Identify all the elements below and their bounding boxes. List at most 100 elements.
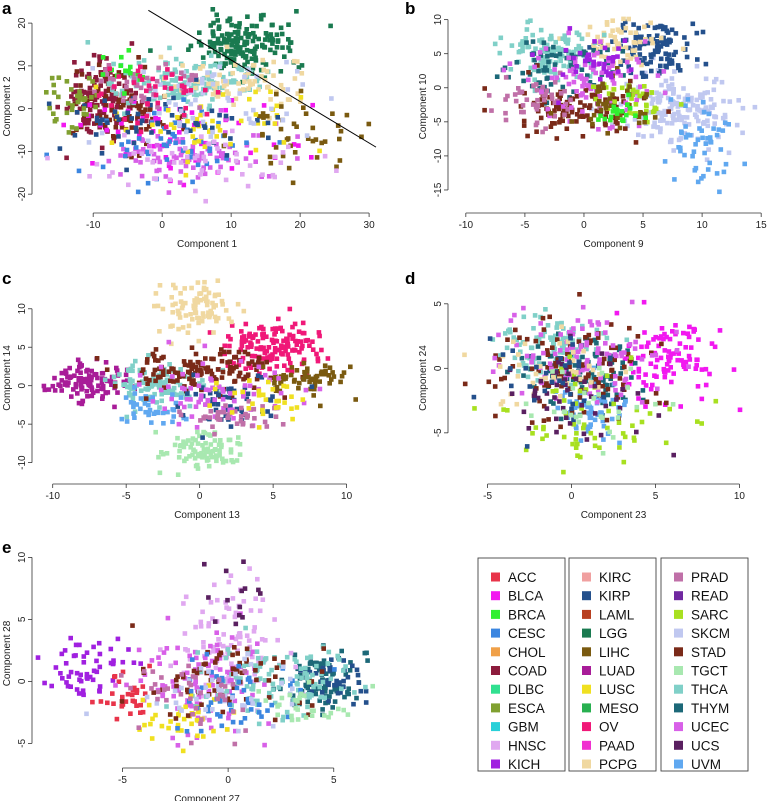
data-point: [166, 86, 171, 92]
data-point: [188, 101, 194, 107]
data-point: [276, 376, 281, 381]
data-point: [560, 104, 566, 109]
data-point: [251, 133, 256, 138]
data-point: [599, 351, 605, 356]
data-point: [610, 39, 615, 44]
data-point: [329, 657, 334, 662]
data-point: [301, 400, 307, 406]
data-point: [113, 91, 119, 96]
data-point: [164, 697, 169, 703]
data-point: [536, 80, 542, 85]
data-point: [534, 107, 540, 112]
data-point: [156, 358, 161, 363]
data-point: [143, 376, 149, 381]
data-point: [602, 32, 607, 38]
data-point: [129, 93, 134, 98]
data-point: [284, 59, 289, 65]
data-point: [230, 719, 236, 725]
data-point: [248, 608, 254, 613]
data-point: [554, 325, 559, 330]
data-point: [229, 116, 235, 121]
data-point: [561, 398, 567, 403]
data-point: [292, 377, 297, 383]
data-point: [520, 103, 526, 108]
data-point: [557, 394, 563, 399]
data-point: [150, 669, 156, 674]
data-point: [138, 129, 144, 135]
data-point: [244, 143, 250, 148]
data-point: [648, 20, 653, 26]
data-point: [572, 381, 578, 387]
data-point: [127, 393, 132, 398]
data-point: [153, 378, 158, 384]
data-point: [655, 125, 660, 130]
data-point: [643, 111, 648, 117]
data-point: [120, 98, 126, 103]
data-point: [571, 417, 576, 423]
data-point: [281, 714, 286, 720]
data-point: [176, 455, 182, 460]
data-point: [708, 104, 714, 110]
data-point: [633, 40, 638, 46]
data-point: [134, 129, 139, 134]
data-point: [310, 125, 316, 131]
data-point: [180, 140, 186, 145]
data-point: [203, 707, 208, 712]
data-point: [598, 113, 603, 119]
data-point: [290, 686, 295, 691]
data-point: [197, 172, 203, 177]
data-point: [640, 74, 646, 79]
data-point: [206, 141, 212, 146]
data-point: [144, 113, 150, 119]
data-point: [217, 64, 223, 70]
data-point: [316, 330, 322, 335]
data-point: [110, 691, 115, 696]
data-point: [543, 65, 548, 70]
data-point: [695, 419, 700, 424]
data-point: [67, 365, 72, 371]
data-point: [227, 437, 233, 443]
data-point: [177, 180, 183, 185]
data-point: [536, 339, 542, 345]
data-point: [330, 705, 335, 710]
data-point: [102, 377, 108, 383]
data-point: [686, 122, 692, 127]
legend-entry: KIRP: [582, 589, 631, 604]
data-point: [603, 341, 608, 346]
panel-e-label: e: [2, 538, 11, 557]
data-point: [570, 344, 576, 350]
data-point: [532, 388, 538, 393]
data-point: [662, 90, 668, 96]
data-point: [264, 424, 270, 429]
data-point: [319, 347, 324, 353]
data-point: [548, 124, 554, 129]
data-point: [81, 117, 86, 122]
legend-entry: SARC: [674, 607, 729, 622]
data-point: [634, 407, 640, 413]
data-point: [199, 151, 205, 156]
data-point: [175, 370, 181, 376]
data-point: [629, 361, 634, 366]
data-point: [665, 30, 671, 35]
data-point: [142, 722, 147, 728]
data-point: [653, 391, 659, 396]
data-point: [231, 57, 237, 62]
data-point: [268, 32, 274, 37]
data-point: [212, 619, 218, 624]
data-point: [523, 401, 529, 407]
y-tick-label: 0: [433, 85, 444, 91]
data-point: [203, 661, 208, 667]
data-point: [667, 86, 672, 92]
data-point: [276, 316, 281, 322]
data-points: [462, 292, 743, 475]
data-point: [507, 327, 512, 332]
data-point: [554, 136, 560, 141]
data-point: [215, 278, 221, 283]
data-point: [273, 338, 278, 344]
data-point: [68, 635, 73, 641]
data-point: [280, 150, 286, 155]
data-point: [597, 98, 602, 104]
data-point: [149, 149, 154, 154]
data-point: [138, 396, 144, 401]
data-point: [312, 386, 317, 392]
